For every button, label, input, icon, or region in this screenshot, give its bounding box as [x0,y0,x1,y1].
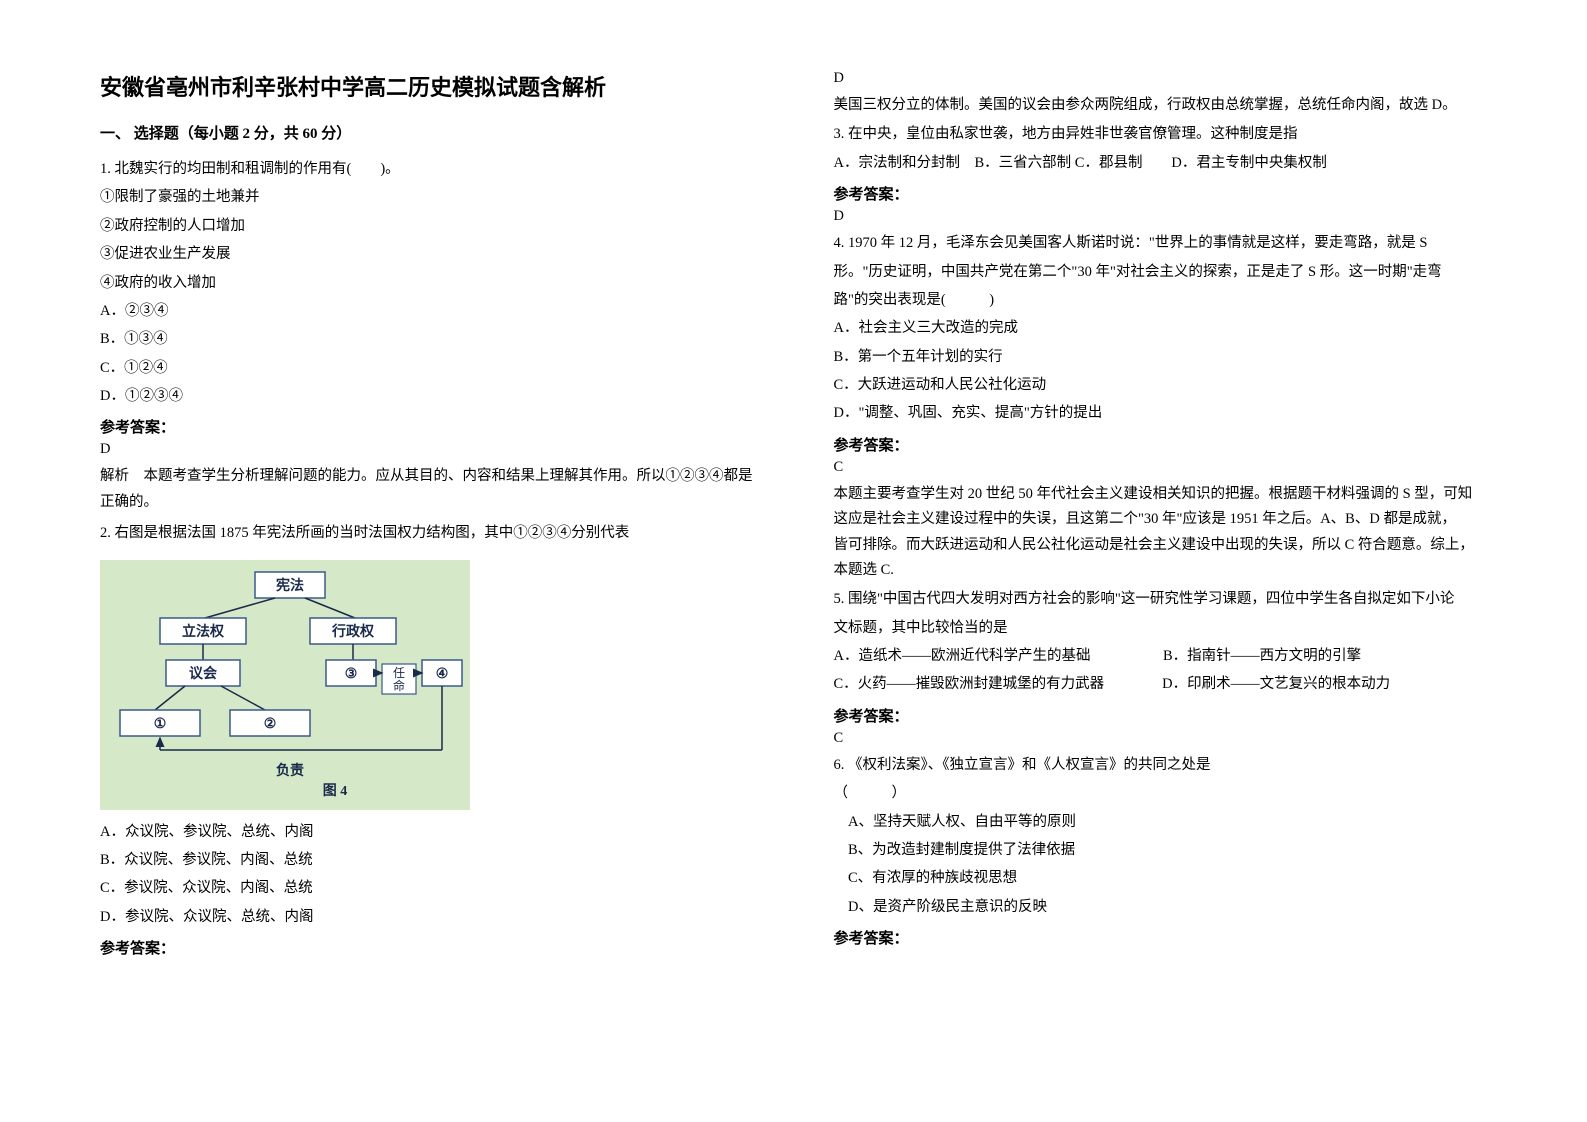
q4-answer-label: 参考答案： [834,434,1488,455]
q1-choice-c: C．①②④ [100,356,754,381]
q6-choice-d: D、是资产阶级民主意识的反映 [834,895,1488,920]
q1-opt2: ②政府控制的人口增加 [100,214,754,239]
q4-stem-l3: 路"的突出表现是( ) [834,288,1488,313]
q4-choice-d: D．"调整、巩固、充实、提高"方针的提出 [834,401,1488,426]
q6-stem: 6. 《权利法案》、《独立宣言》和《人权宣言》的共同之处是 [834,753,1488,778]
right-column: D 美国三权分立的体制。美国的议会由参众两院组成，行政权由总统掌握，总统任命内阁… [834,70,1488,1052]
q1-choice-a: A．②③④ [100,299,754,324]
svg-text:立法权: 立法权 [182,623,225,640]
q4-expl-l2: 这应是社会主义建设过程中的失误，且这第二个"30 年"应该是 1951 年之后。… [834,507,1488,532]
q5-row2: C．火药——摧毁欧洲封建城堡的有力武器 D．印刷术——文艺复兴的根本动力 [834,672,1488,697]
q4-stem-l1: 4. 1970 年 12 月，毛泽东会见美国客人斯诺时说："世界上的事情就是这样… [834,231,1488,256]
q2-choice-c: C．参议院、众议院、内阁、总统 [100,876,754,901]
q1-opt3: ③促进农业生产发展 [100,242,754,267]
q3-answer-label: 参考答案： [834,183,1488,204]
q6-choice-c: C、有浓厚的种族歧视思想 [834,866,1488,891]
svg-text:命: 命 [393,678,405,693]
section-header: 一、 选择题（每小题 2 分，共 60 分） [100,122,754,143]
left-column: 安徽省亳州市利辛张村中学高二历史模拟试题含解析 一、 选择题（每小题 2 分，共… [100,70,754,1052]
q4-expl-l1: 本题主要考查学生对 20 世纪 50 年代社会主义建设相关知识的把握。根据题干材… [834,482,1488,507]
q1-opt4: ④政府的收入增加 [100,271,754,296]
page-title: 安徽省亳州市利辛张村中学高二历史模拟试题含解析 [100,70,754,102]
svg-text:任: 任 [393,666,405,680]
q4-stem-l2: 形。"历史证明，中国共产党在第二个"30 年"对社会主义的探索，正是走了 S 形… [834,260,1488,285]
svg-text:宪法: 宪法 [276,577,304,594]
q4-choice-b: B．第一个五年计划的实行 [834,345,1488,370]
q1-opt1: ①限制了豪强的土地兼并 [100,185,754,210]
q5-answer-label: 参考答案： [834,705,1488,726]
q2-answer: D [834,70,1488,87]
svg-text:③: ③ [345,667,358,682]
q1-choice-d: D．①②③④ [100,384,754,409]
svg-text:④: ④ [436,667,449,682]
q6-choice-a: A、坚持天赋人权、自由平等的原则 [834,810,1488,835]
q1-choice-b: B．①③④ [100,327,754,352]
svg-text:图 4: 图 4 [323,783,348,799]
q6-blank: （ ） [834,781,1488,806]
svg-text:负责: 负责 [276,762,304,779]
svg-text:①: ① [154,717,167,732]
q2-choice-a: A．众议院、参议院、总统、内阁 [100,820,754,845]
q5-row1: A．造纸术——欧洲近代科学产生的基础 B．指南针——西方文明的引擎 [834,644,1488,669]
q3-choices: A．宗法制和分封制 B．三省六部制 C．郡县制 D．君主专制中央集权制 [834,151,1488,176]
q5-answer: C [834,730,1488,747]
q2-stem: 2. 右图是根据法国 1875 年宪法所画的当时法国权力结构图，其中①②③④分别… [100,521,754,546]
q1-answer: D [100,441,754,458]
q1-answer-label: 参考答案： [100,416,754,437]
q4-choice-a: A．社会主义三大改造的完成 [834,316,1488,341]
svg-text:②: ② [264,717,277,732]
q5-stem-l2: 文标题，其中比较恰当的是 [834,616,1488,641]
q2-choice-b: B．众议院、参议院、内阁、总统 [100,848,754,873]
q6-choice-b: B、为改造封建制度提供了法律依据 [834,838,1488,863]
q2-answer-label: 参考答案： [100,937,754,958]
q4-expl-l4: 本题选 C. [834,558,1488,583]
svg-text:行政权: 行政权 [331,623,375,640]
svg-text:议会: 议会 [189,665,218,682]
q5-stem-l1: 5. 围绕"中国古代四大发明对西方社会的影响"这一研究性学习课题，四位中学生各自… [834,587,1488,612]
q1-explanation: 解析 本题考查学生分析理解问题的能力。应从其目的、内容和结果上理解其作用。所以①… [100,464,754,515]
q4-choice-c: C．大跃进运动和人民公社化运动 [834,373,1488,398]
power-structure-diagram: 宪法立法权 行政权议会 ③ 任命 ④ ① ② 负责图 4 [100,560,470,810]
q3-stem: 3. 在中央，皇位由私家世袭，地方由异姓非世袭官僚管理。这种制度是指 [834,122,1488,147]
q2-choice-d: D．参议院、众议院、总统、内阁 [100,905,754,930]
q4-answer: C [834,459,1488,476]
q4-expl-l3: 皆可排除。而大跃进运动和人民公社化运动是社会主义建设中出现的失误，所以 C 符合… [834,533,1488,558]
q2-explanation: 美国三权分立的体制。美国的议会由参众两院组成，行政权由总统掌握，总统任命内阁，故… [834,93,1488,118]
q1-stem: 1. 北魏实行的均田制和租调制的作用有( )。 [100,157,754,182]
q2-figure: 宪法立法权 行政权议会 ③ 任命 ④ ① ② 负责图 4 [100,560,754,810]
q3-answer: D [834,208,1488,225]
q6-answer-label: 参考答案： [834,927,1488,948]
